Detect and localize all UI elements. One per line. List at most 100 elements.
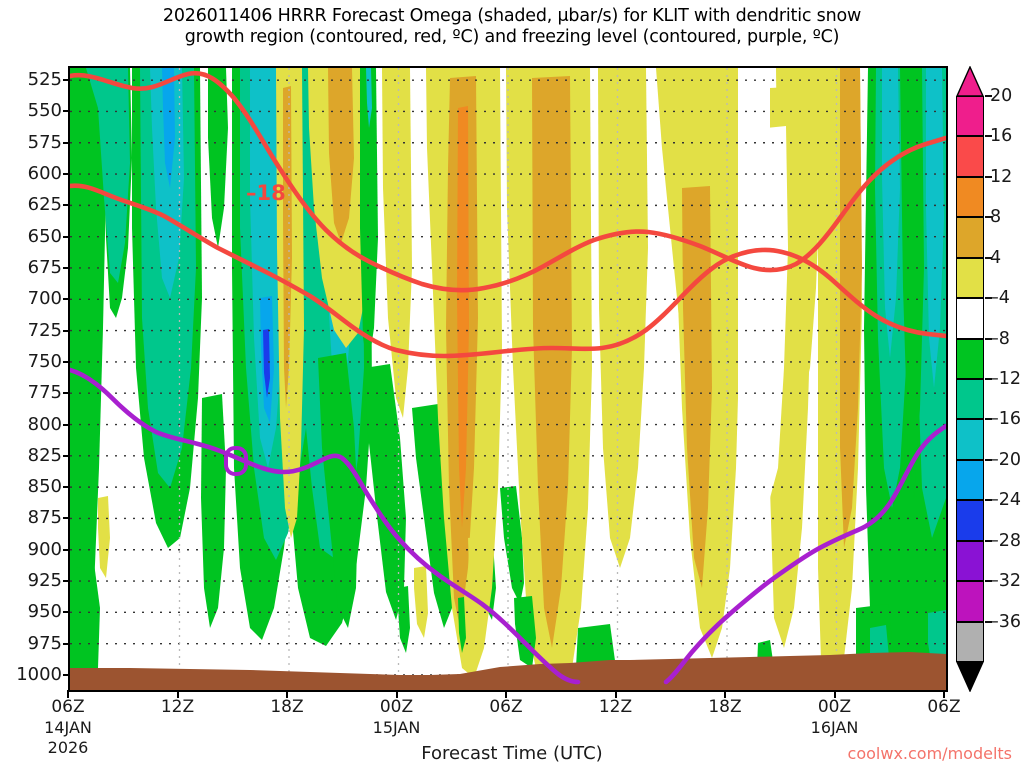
colorbar-swatch	[956, 257, 984, 299]
colorbar-tick-label: –24	[990, 490, 1022, 511]
x-axis-tick-label: 18Z	[708, 697, 742, 717]
freezing-level-layer	[70, 367, 946, 685]
colorbar: 20 16 12 8 4 –4 –8 –12 –16 –20 –24 –28 –32 –36	[955, 65, 1021, 693]
y-axis-tick-label: 850	[27, 476, 62, 498]
y-axis-tick-label: 600	[27, 163, 62, 185]
colorbar-tick-label: –4	[990, 288, 1010, 309]
x-axis-year-label: 2026	[47, 738, 89, 757]
x-axis-tick-label: 18Z	[270, 697, 304, 717]
colorbar-swatch	[956, 459, 984, 501]
colorbar-tick-label: –32	[990, 571, 1022, 592]
x-axis-tick-label: 06Z	[927, 697, 961, 717]
x-axis-tick	[67, 690, 69, 698]
dendritic-contour-lower	[70, 183, 946, 359]
colorbar-under-arrow	[955, 661, 985, 693]
x-axis-tick	[176, 690, 179, 698]
watermark: coolwx.com/modelts	[847, 744, 1012, 763]
x-axis-date-label: 14JAN	[44, 718, 92, 737]
y-axis-tick-label: 1000	[16, 663, 62, 685]
colorbar-tick	[985, 580, 992, 583]
chart-title: 2026011406 HRRR Forecast Omega (shaded, …	[0, 6, 1024, 48]
colorbar-tick	[985, 95, 992, 97]
y-axis-tick	[63, 266, 70, 269]
colorbar-tick	[985, 337, 992, 340]
x-axis-tick	[614, 690, 617, 698]
y-axis-tick	[63, 141, 70, 144]
colorbar-swatch	[956, 217, 984, 258]
y-axis-tick-label: 975	[27, 632, 62, 654]
colorbar-swatch	[956, 298, 984, 339]
omega-shading-layer	[70, 68, 946, 690]
colorbar-tick-label: –28	[990, 530, 1022, 551]
colorbar-tick	[985, 297, 992, 300]
y-axis-tick	[63, 486, 70, 489]
colorbar-tick-label: 12	[990, 166, 1013, 187]
dendritic-contour-label: –18	[246, 181, 286, 205]
x-axis-tick-label: 12Z	[598, 697, 633, 717]
colorbar-swatch	[956, 338, 984, 379]
colorbar-tick	[985, 499, 992, 502]
colorbar-swatch	[956, 176, 984, 218]
grid-layer	[70, 68, 946, 690]
y-axis-tick-label: 750	[27, 350, 62, 372]
y-axis-tick	[63, 110, 70, 113]
y-axis-tick-label: 925	[27, 570, 62, 592]
dendritic-contour-upper	[70, 70, 946, 293]
y-axis-tick	[63, 642, 70, 645]
y-axis-tick	[63, 79, 70, 82]
colorbar-tick-label: –16	[990, 409, 1022, 430]
plot-area: –18	[68, 66, 948, 692]
x-axis-tick-label: 12Z	[160, 697, 195, 717]
colorbar-tick	[985, 418, 992, 421]
y-axis-tick	[63, 580, 70, 583]
colorbar-swatch	[956, 419, 984, 460]
colorbar-tick-label: –12	[990, 369, 1022, 389]
colorbar-swatch	[956, 136, 984, 177]
colorbar-tick	[985, 175, 992, 178]
y-axis-tick	[63, 548, 70, 551]
colorbar-tick	[985, 216, 992, 219]
y-axis-tick-label: 575	[27, 131, 62, 153]
y-axis-tick-label: 800	[27, 413, 62, 435]
y-axis-tick	[63, 423, 70, 426]
y-axis-tick-label: 825	[27, 444, 62, 466]
y-axis-tick-label: 625	[27, 194, 62, 216]
y-axis-tick-label: 675	[27, 256, 62, 278]
y-axis-tick-label: 700	[27, 288, 62, 310]
x-axis-tick-label: 00Z	[379, 697, 414, 717]
colorbar-swatch	[956, 581, 984, 622]
colorbar-swatch	[956, 540, 984, 582]
colorbar-tick-label: 16	[990, 126, 1013, 147]
y-axis-tick	[63, 360, 70, 363]
y-axis-tick	[63, 673, 70, 676]
y-axis-tick	[63, 517, 70, 520]
colorbar-tick-label: 20	[990, 86, 1013, 106]
y-axis-tick-label: 550	[27, 100, 62, 122]
colorbar-tick-label: 4	[990, 247, 1002, 268]
terrain-fill	[70, 652, 946, 690]
colorbar-tick-label: –20	[990, 449, 1022, 470]
colorbar-swatch	[956, 500, 984, 541]
colorbar-tick-label: 8	[990, 207, 1002, 228]
colorbar-over-arrow	[955, 65, 985, 97]
y-axis-tick	[63, 204, 70, 207]
y-axis-tick-label: 525	[27, 69, 62, 91]
dendritic-contour-layer: –18	[70, 70, 946, 359]
y-axis-tick	[63, 329, 70, 332]
chart-title-line-1: 2026011406 HRRR Forecast Omega (shaded, …	[162, 6, 862, 26]
colorbar-tick-label: –36	[990, 611, 1022, 632]
x-axis-date-label: 15JAN	[372, 718, 421, 737]
plot-canvas: –18	[70, 68, 946, 690]
y-axis-tick	[63, 235, 70, 238]
x-axis-tick	[395, 690, 398, 698]
colorbar-tick	[985, 620, 992, 623]
colorbar-swatch	[956, 621, 984, 662]
freezing-level-label-box	[224, 446, 248, 476]
y-axis-tick	[63, 454, 70, 457]
colorbar-tick	[985, 378, 992, 380]
x-axis-tick	[833, 690, 836, 698]
colorbar-tick	[985, 458, 992, 461]
y-axis-tick-label: 650	[27, 225, 62, 247]
y-axis-tick	[63, 298, 70, 301]
x-axis-title: Forecast Time (UTC)	[421, 743, 603, 764]
